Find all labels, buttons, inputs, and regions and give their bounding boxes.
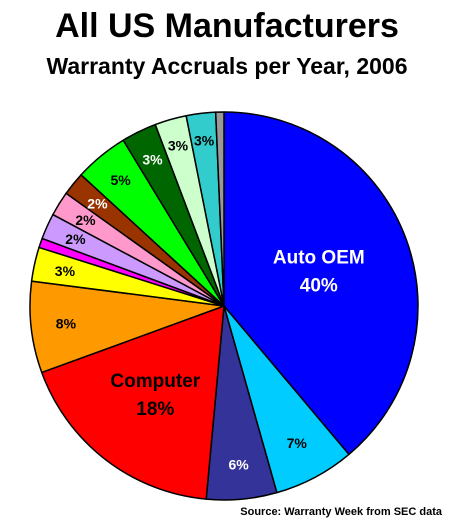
slice-value-label-4: 18% bbox=[136, 399, 174, 420]
pie-slices bbox=[29, 111, 419, 501]
slice-value-label-5: 8% bbox=[56, 316, 77, 332]
pie-slice-4 bbox=[40, 305, 225, 500]
slice-value-label-11: 5% bbox=[110, 172, 131, 188]
pie-slice-1 bbox=[223, 111, 419, 456]
slice-value-label-2: 7% bbox=[287, 435, 308, 451]
slice-label-4: Computer bbox=[110, 371, 200, 392]
pie-labels: Auto OEM40%7%6%Computer18%8%3%2%2%2%5%3%… bbox=[55, 132, 365, 472]
slice-value-label-10: 2% bbox=[87, 195, 108, 211]
slice-value-label-12: 3% bbox=[142, 152, 163, 168]
pie-slice-15 bbox=[214, 111, 225, 307]
slice-label-1: Auto OEM bbox=[273, 247, 365, 268]
chart-title: All US Manufacturers bbox=[55, 7, 399, 45]
slice-value-label-1: 40% bbox=[300, 275, 338, 296]
slice-value-label-3: 6% bbox=[228, 456, 249, 472]
source-note: Source: Warranty Week from SEC data bbox=[240, 506, 442, 518]
slice-value-label-8: 2% bbox=[65, 231, 86, 247]
chart-subtitle: Warranty Accruals per Year, 2006 bbox=[46, 53, 408, 79]
slice-value-label-13: 3% bbox=[168, 138, 189, 154]
slice-value-label-9: 2% bbox=[75, 212, 96, 228]
slice-value-label-6: 3% bbox=[55, 263, 76, 279]
slice-value-label-14: 3% bbox=[194, 132, 215, 148]
